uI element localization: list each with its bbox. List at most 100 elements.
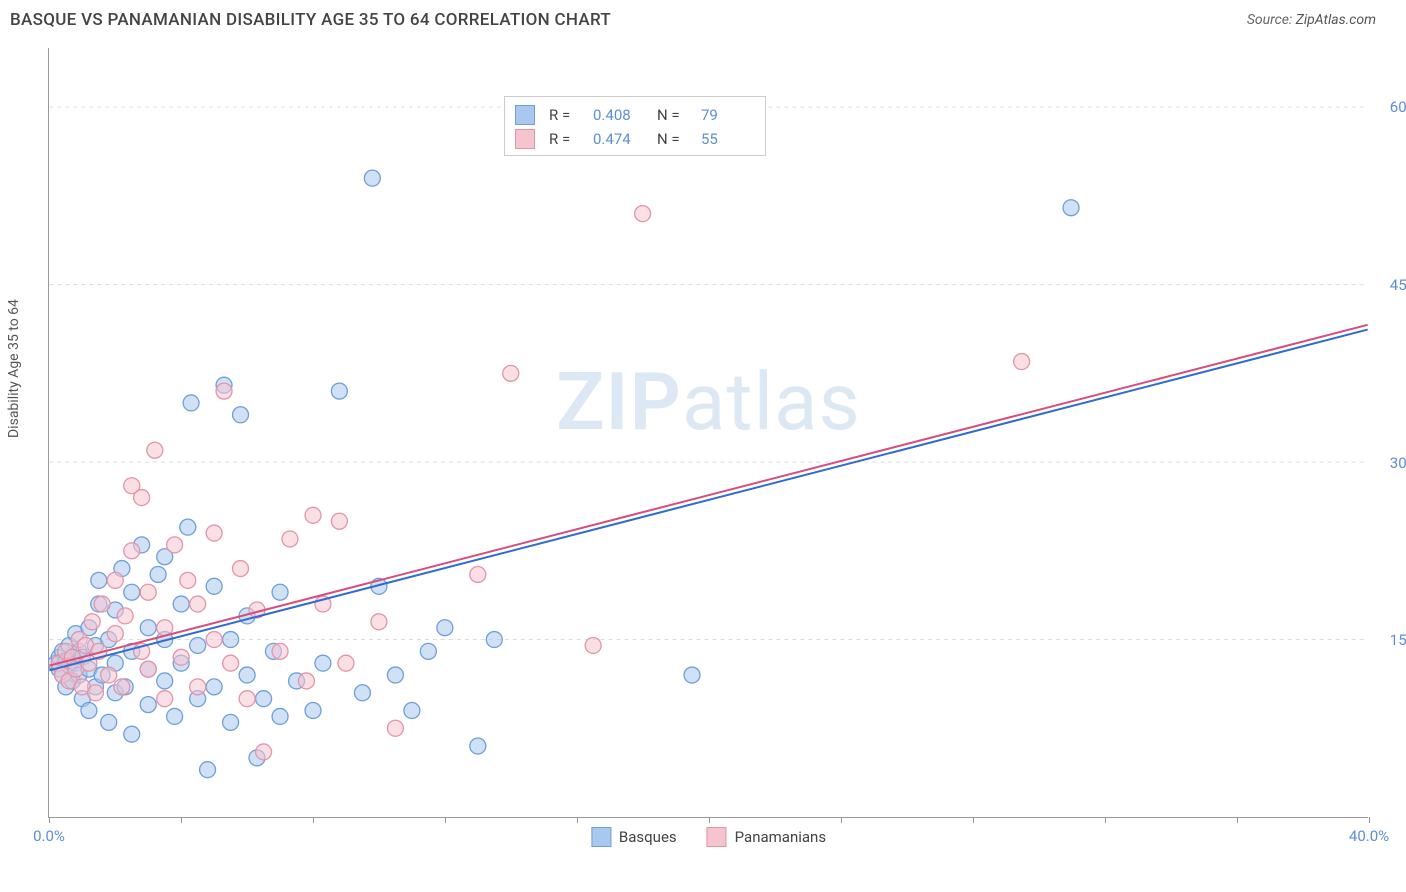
scatter-point	[420, 643, 436, 659]
scatter-point	[282, 531, 298, 547]
source-attribution: Source: ZipAtlas.com	[1247, 12, 1376, 28]
scatter-point	[180, 519, 196, 535]
source-link[interactable]: ZipAtlas.com	[1296, 12, 1376, 28]
scatter-point	[239, 691, 255, 707]
scatter-point	[200, 762, 216, 778]
scatter-point	[190, 637, 206, 653]
scatter-point	[305, 507, 321, 523]
x-tick	[577, 817, 578, 823]
scatter-point	[157, 691, 173, 707]
scatter-plot-svg	[49, 48, 1368, 817]
scatter-point	[354, 685, 370, 701]
legend-item-basques: Basques	[591, 827, 677, 847]
y-tick-label: 30.0%	[1390, 454, 1406, 472]
scatter-point	[140, 584, 156, 600]
scatter-point	[190, 679, 206, 695]
x-tick	[1369, 817, 1370, 823]
scatter-point	[190, 596, 206, 612]
scatter-point	[371, 614, 387, 630]
scatter-point	[272, 643, 288, 659]
scatter-point	[216, 383, 232, 399]
x-tick	[709, 817, 710, 823]
scatter-point	[107, 626, 123, 642]
swatch-panamanians	[707, 827, 727, 847]
scatter-point	[437, 620, 453, 636]
chart-area: ZIPatlas R = 0.408 N = 79 R = 0.474 N = …	[48, 48, 1368, 818]
scatter-point	[81, 703, 97, 719]
trend-line	[49, 325, 1367, 666]
scatter-point	[331, 513, 347, 529]
scatter-point	[387, 720, 403, 736]
scatter-point	[272, 584, 288, 600]
swatch-basques	[591, 827, 611, 847]
scatter-point	[150, 566, 166, 582]
y-tick-label: 15.0%	[1390, 631, 1406, 649]
scatter-point	[173, 649, 189, 665]
scatter-point	[315, 655, 331, 671]
scatter-point	[157, 673, 173, 689]
x-tick	[49, 817, 50, 823]
scatter-point	[167, 708, 183, 724]
scatter-point	[84, 614, 100, 630]
x-tick	[181, 817, 182, 823]
scatter-point	[88, 685, 104, 701]
scatter-point	[206, 578, 222, 594]
swatch-panamanians	[515, 129, 535, 149]
scatter-point	[124, 543, 140, 559]
y-tick-label: 45.0%	[1390, 276, 1406, 294]
scatter-point	[124, 584, 140, 600]
x-tick	[1105, 817, 1106, 823]
x-tick	[445, 817, 446, 823]
swatch-basques	[515, 105, 535, 125]
y-tick-label: 60.0%	[1390, 98, 1406, 116]
scatter-point	[331, 383, 347, 399]
scatter-point	[223, 655, 239, 671]
scatter-point	[1063, 200, 1079, 216]
scatter-point	[404, 703, 420, 719]
scatter-point	[272, 708, 288, 724]
chart-title: BASQUE VS PANAMANIAN DISABILITY AGE 35 T…	[10, 10, 611, 30]
x-tick-label: 40.0%	[1349, 827, 1389, 845]
scatter-point	[364, 170, 380, 186]
scatter-point	[233, 561, 249, 577]
scatter-point	[298, 673, 314, 689]
scatter-point	[140, 620, 156, 636]
x-tick	[973, 817, 974, 823]
scatter-point	[173, 596, 189, 612]
scatter-point	[91, 572, 107, 588]
trend-line	[49, 330, 1367, 671]
x-tick	[1237, 817, 1238, 823]
scatter-point	[101, 714, 117, 730]
scatter-point	[470, 738, 486, 754]
scatter-point	[140, 697, 156, 713]
scatter-point	[387, 667, 403, 683]
scatter-point	[223, 632, 239, 648]
scatter-point	[124, 726, 140, 742]
scatter-point	[585, 637, 601, 653]
scatter-point	[134, 490, 150, 506]
legend-item-panamanians: Panamanians	[707, 827, 826, 847]
correlation-legend: R = 0.408 N = 79 R = 0.474 N = 55	[504, 96, 766, 156]
legend-row-basques: R = 0.408 N = 79	[515, 103, 751, 127]
scatter-point	[305, 703, 321, 719]
scatter-point	[101, 667, 117, 683]
scatter-point	[183, 395, 199, 411]
scatter-point	[114, 679, 130, 695]
scatter-point	[167, 537, 183, 553]
scatter-point	[107, 572, 123, 588]
scatter-point	[206, 525, 222, 541]
scatter-point	[180, 572, 196, 588]
scatter-point	[223, 714, 239, 730]
scatter-point	[635, 206, 651, 222]
scatter-point	[470, 566, 486, 582]
scatter-point	[503, 365, 519, 381]
y-axis-title: Disability Age 35 to 64	[6, 299, 22, 438]
scatter-point	[147, 442, 163, 458]
x-tick-label: 0.0%	[33, 827, 65, 845]
scatter-point	[206, 679, 222, 695]
scatter-point	[94, 596, 110, 612]
scatter-point	[233, 407, 249, 423]
x-tick	[841, 817, 842, 823]
scatter-point	[256, 691, 272, 707]
legend-row-panamanians: R = 0.474 N = 55	[515, 127, 751, 151]
